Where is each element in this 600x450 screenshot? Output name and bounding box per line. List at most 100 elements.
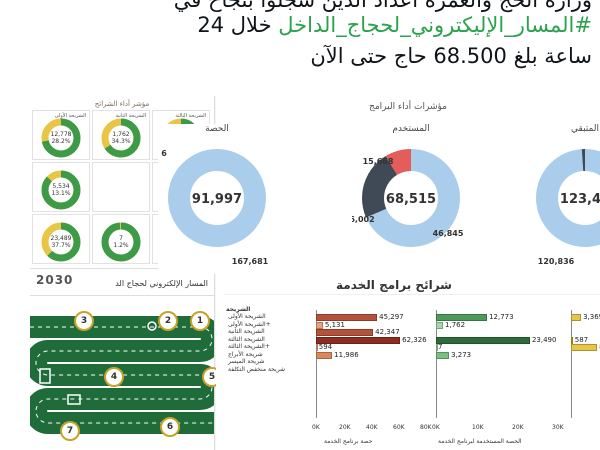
bar — [316, 314, 378, 321]
donut-slice — [536, 149, 600, 247]
bar — [571, 314, 582, 321]
segment-percent: 34.3% — [111, 138, 131, 145]
bar — [316, 321, 323, 329]
segment-ring — [41, 222, 81, 262]
bar — [436, 321, 444, 329]
bar-value-label: 594 — [318, 343, 333, 351]
category-label: شريحة الأبراج — [228, 350, 263, 358]
axis-tick-label: 30K — [552, 424, 564, 431]
donut-chart: 68,515 46,845 15,668 6,002 — [352, 149, 464, 247]
segment-ring — [41, 118, 81, 158]
donut-header: المتبقي — [571, 124, 599, 134]
segment-ring — [101, 222, 141, 262]
bar — [436, 336, 530, 344]
step-marker: 7 — [60, 421, 80, 441]
axis-tick-label: 20K — [339, 424, 351, 431]
axis-tick-label: 80K — [420, 424, 432, 431]
donut-slice-label: 167,681 — [232, 257, 269, 266]
segment-card-label: الشريحة الثانية — [115, 113, 146, 119]
donut-center-value: 68,515 — [386, 192, 436, 207]
donut-header: المستخدم — [392, 124, 430, 134]
bar — [436, 344, 438, 351]
bar-value-label: 3,369 — [583, 313, 600, 321]
bar-value-label: 3,273 — [451, 350, 472, 359]
infographic-title: المسار الإلكتروني لحجاج الد — [115, 279, 208, 288]
divider — [30, 295, 214, 296]
bar — [316, 336, 401, 344]
segment-card-label: الشريحة الثالثة — [175, 113, 206, 119]
service-segments-title: شرائح برامج الخدمة — [336, 278, 452, 292]
step-marker: 3 — [74, 311, 94, 331]
donut-chart: 123,48120,8361,5 — [536, 149, 600, 266]
category-label: الشريحة الأولى — [228, 313, 266, 320]
segment-card: الشريحة الأولى 12,778 28.2% — [32, 110, 90, 160]
tweet-media-grid: مؤشر أداء الشرائح الشريحة الأولى 12,778 28… — [30, 96, 600, 450]
axis-tick-label: 0K — [312, 424, 320, 431]
bar-value-label: 587 — [574, 335, 589, 344]
tweet-line-2-rest: خلال 24 — [197, 13, 279, 37]
donut-slice-label: 120,836 — [538, 257, 575, 266]
bar-value-label: 5,131 — [324, 320, 345, 329]
donut-slice-label: 15,668 — [363, 157, 394, 166]
bar-value-label: 42,347 — [375, 328, 400, 336]
donut-slice-label: 6,002 — [352, 215, 375, 224]
panel1-axis-title: حصة برنامج الخدمة — [324, 438, 373, 445]
media-image-programs-dashboard[interactable]: مؤشرات أداء البرامج الحصة 91,997 167,681 6 ا… — [158, 96, 600, 450]
segment-card — [92, 162, 150, 212]
donut-slice — [362, 149, 460, 247]
segment-percent: 37.7% — [51, 242, 71, 249]
segment-card: 7 1.2% — [92, 214, 150, 264]
tweet-line-2: #المسار_الإليكتروني_لحجاج_الداخل خلال 24 — [197, 13, 592, 37]
donut-center-value: 123,48 — [560, 192, 600, 207]
segment-ring — [101, 118, 141, 158]
bar-value-label: 23,490 — [531, 335, 557, 344]
category-label: الشريحة الثالثة — [228, 335, 265, 343]
bar-value-label: 62,326 — [402, 335, 427, 344]
donut-card: المستخدم 68,515 46,845 15,668 6,002 — [352, 124, 470, 274]
axis-tick-label: 0K — [432, 424, 440, 431]
axis-tick-label: 20K — [512, 424, 524, 431]
infographic-path-graphic — [30, 316, 214, 434]
tweet-line-1: وزارة الحج والعمرة أعداد الذين سجلوا بنج… — [173, 0, 592, 12]
axis-tick-label: 40K — [366, 424, 378, 431]
step-marker: 4 — [104, 367, 124, 387]
category-header: الشريحة — [226, 306, 251, 313]
bar — [571, 344, 598, 351]
segment-value: 1,762 — [112, 131, 130, 138]
segment-card: الشريحة الثانية 1,762 34.3% — [92, 110, 150, 160]
bar-value-label: 12,773 — [489, 313, 514, 321]
step-marker: 2 — [158, 311, 178, 331]
bar — [571, 336, 573, 344]
segment-card: 5,534 13.1% — [32, 162, 90, 212]
bar — [316, 351, 333, 359]
hashtag-link[interactable]: #المسار_الإليكتروني_لحجاج_الداخل — [278, 13, 592, 37]
segment-value: 5,534 — [52, 183, 70, 190]
bar — [316, 344, 318, 351]
bar-value-label: 45,297 — [379, 313, 404, 321]
segments-dashboard-title: مؤشر أداء الشرائح — [94, 100, 150, 108]
programs-dashboard-title: مؤشرات أداء البرامج — [369, 102, 447, 112]
bar — [436, 314, 488, 321]
bar-value-label: 11,986 — [334, 350, 359, 359]
donut-chart: 91,997 167,681 6 — [161, 149, 269, 266]
segment-card: 23,489 37.7% — [32, 214, 90, 264]
axis-tick-label: 60K — [393, 424, 405, 431]
category-label: الشريحة الأولى+ — [228, 320, 271, 328]
segment-percent: 13.1% — [51, 190, 71, 197]
segment-value: 23,489 — [50, 235, 72, 242]
donut-slice — [168, 149, 266, 247]
segment-percent: 1.2% — [113, 242, 129, 249]
bar — [316, 329, 374, 336]
vision-2030-logo: 2030 — [36, 273, 74, 287]
step-marker: 6 — [160, 417, 180, 437]
bar-value-label: 7 — [438, 343, 443, 351]
tweet-line-3: ساعة بلغ 68.500 حاج حتى الآن — [310, 44, 592, 68]
category-label: شريحة منخفض التكلفة — [228, 365, 286, 373]
segment-ring — [41, 170, 81, 210]
bar — [436, 351, 450, 359]
panel2-axis-title: الحصة المستخدمة لبرنامج الخدمة — [438, 438, 522, 445]
donut-card: الحصة 91,997 167,681 6 — [158, 124, 276, 274]
donut-header: الحصة — [205, 124, 229, 134]
